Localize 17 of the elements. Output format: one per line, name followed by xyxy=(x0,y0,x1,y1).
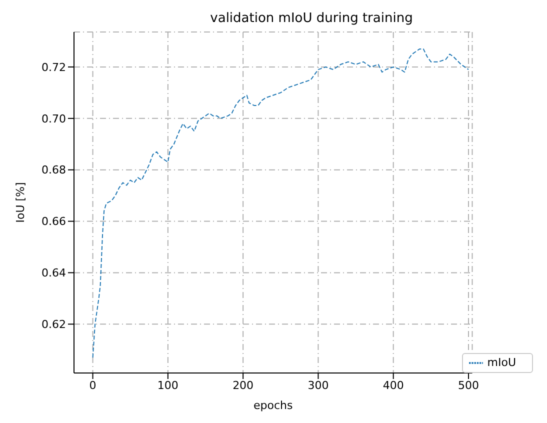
y-axis-title: IoU [%] xyxy=(14,182,27,223)
line-series xyxy=(92,48,469,358)
y-tick-label: 0.62 xyxy=(42,318,66,332)
x-tick-label: 100 xyxy=(157,378,178,392)
x-tick-label: 0 xyxy=(89,378,96,392)
y-tick-label: 0.64 xyxy=(42,266,66,280)
y-tick-label: 0.66 xyxy=(42,215,66,228)
legend-label: mIoU xyxy=(487,356,516,370)
y-tick-label: 0.72 xyxy=(42,60,66,74)
y-tick-label: 0.70 xyxy=(42,112,66,126)
y-tick-label: 0.68 xyxy=(42,164,66,177)
x-tick-label: 200 xyxy=(232,378,254,392)
x-tick-label: 500 xyxy=(458,378,479,392)
x-tick-label: 400 xyxy=(382,378,404,392)
x-axis-title: epochs xyxy=(254,399,294,412)
chart-title: validation mIoU during training xyxy=(209,10,414,28)
x-tick-label: 300 xyxy=(308,378,329,392)
